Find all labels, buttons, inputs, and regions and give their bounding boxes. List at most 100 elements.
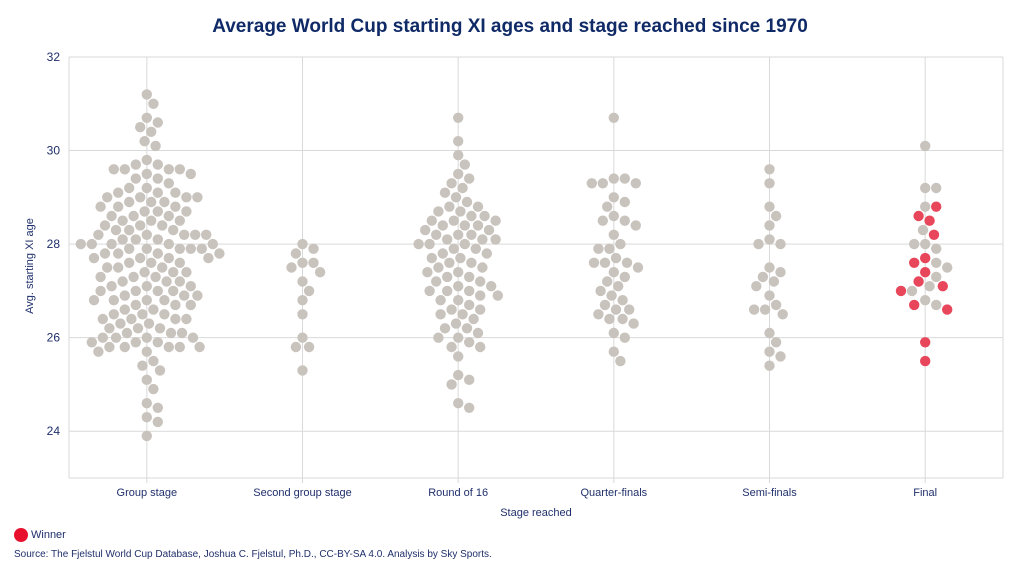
team-point xyxy=(141,332,152,343)
y-tick-label: 26 xyxy=(47,331,61,345)
team-point xyxy=(442,234,453,245)
team-point xyxy=(424,238,435,250)
team-point xyxy=(179,290,190,301)
chart-title: Average World Cup starting XI ages and s… xyxy=(212,16,808,37)
team-point xyxy=(437,220,448,231)
team-point xyxy=(466,229,477,240)
winner-point xyxy=(920,252,931,264)
team-point xyxy=(139,206,150,217)
team-point xyxy=(102,192,113,203)
team-point xyxy=(152,248,163,259)
team-point xyxy=(619,332,630,343)
team-point xyxy=(152,402,163,413)
team-point xyxy=(185,299,196,311)
team-point xyxy=(179,229,190,240)
team-point xyxy=(588,257,600,268)
team-point xyxy=(185,168,196,180)
team-point xyxy=(135,220,146,231)
team-point xyxy=(106,281,117,292)
team-point xyxy=(604,243,615,254)
team-point xyxy=(608,229,619,240)
team-point xyxy=(88,252,100,264)
team-point xyxy=(770,210,782,222)
team-point xyxy=(920,238,931,250)
legend-label-winner: Winner xyxy=(31,529,66,541)
team-point xyxy=(152,416,163,428)
team-point xyxy=(99,248,111,259)
team-point xyxy=(632,262,644,273)
team-point xyxy=(117,215,128,226)
team-point xyxy=(764,234,775,245)
team-point xyxy=(481,248,492,259)
team-point xyxy=(161,276,172,287)
team-point xyxy=(110,332,122,343)
team-point xyxy=(468,313,479,325)
team-point xyxy=(95,285,106,297)
team-point xyxy=(148,355,159,367)
team-point xyxy=(137,360,148,371)
team-point xyxy=(163,252,174,264)
team-point xyxy=(593,309,604,320)
team-point xyxy=(764,290,775,301)
team-point xyxy=(146,196,157,208)
team-point xyxy=(464,285,475,297)
team-point xyxy=(290,341,302,353)
winner-point xyxy=(920,267,931,278)
team-point xyxy=(442,271,453,283)
team-point xyxy=(297,295,308,306)
team-point xyxy=(192,290,203,301)
team-point xyxy=(909,238,920,250)
team-point xyxy=(159,309,170,320)
team-point xyxy=(464,299,475,311)
winner-point xyxy=(920,337,931,348)
team-point xyxy=(194,341,205,353)
team-point xyxy=(475,341,486,353)
team-point xyxy=(446,379,457,390)
team-point xyxy=(450,192,462,203)
team-point xyxy=(606,290,617,301)
y-tick-label: 24 xyxy=(47,424,61,438)
team-point xyxy=(139,267,150,278)
team-point xyxy=(617,295,628,306)
team-point xyxy=(113,248,124,259)
team-point xyxy=(141,412,152,423)
team-point xyxy=(920,295,931,306)
team-point xyxy=(150,271,161,283)
team-point xyxy=(453,281,464,292)
team-point xyxy=(477,262,488,273)
team-point xyxy=(190,229,201,240)
team-point xyxy=(602,276,613,287)
team-point xyxy=(483,224,495,236)
team-point xyxy=(764,220,775,231)
team-point xyxy=(203,252,214,264)
team-point xyxy=(617,313,628,325)
winner-legend-marker xyxy=(14,528,28,542)
y-tick-label: 32 xyxy=(47,50,61,64)
team-point xyxy=(152,159,163,170)
team-point xyxy=(599,299,611,311)
x-tick-label: Quarter-finals xyxy=(581,487,648,499)
y-axis-label: Avg. starting XI age xyxy=(24,218,36,314)
team-point xyxy=(185,281,196,292)
team-point xyxy=(455,206,466,217)
team-point xyxy=(163,238,174,250)
team-point xyxy=(154,365,166,376)
team-point xyxy=(124,243,135,254)
team-point xyxy=(619,196,630,208)
team-point xyxy=(931,243,942,254)
y-axis-ticks: 24 26 28 30 32 xyxy=(47,50,61,438)
team-point xyxy=(113,262,124,273)
team-point xyxy=(610,304,622,315)
team-point xyxy=(128,210,139,222)
team-point xyxy=(453,369,464,381)
team-point xyxy=(619,215,630,226)
team-point xyxy=(168,267,179,278)
y-tick-label: 30 xyxy=(47,144,61,158)
team-point xyxy=(455,252,466,264)
team-point xyxy=(764,346,775,357)
team-point xyxy=(621,257,633,268)
team-point xyxy=(152,173,163,184)
team-point xyxy=(141,430,152,442)
team-point xyxy=(453,150,464,161)
team-point xyxy=(139,136,150,147)
